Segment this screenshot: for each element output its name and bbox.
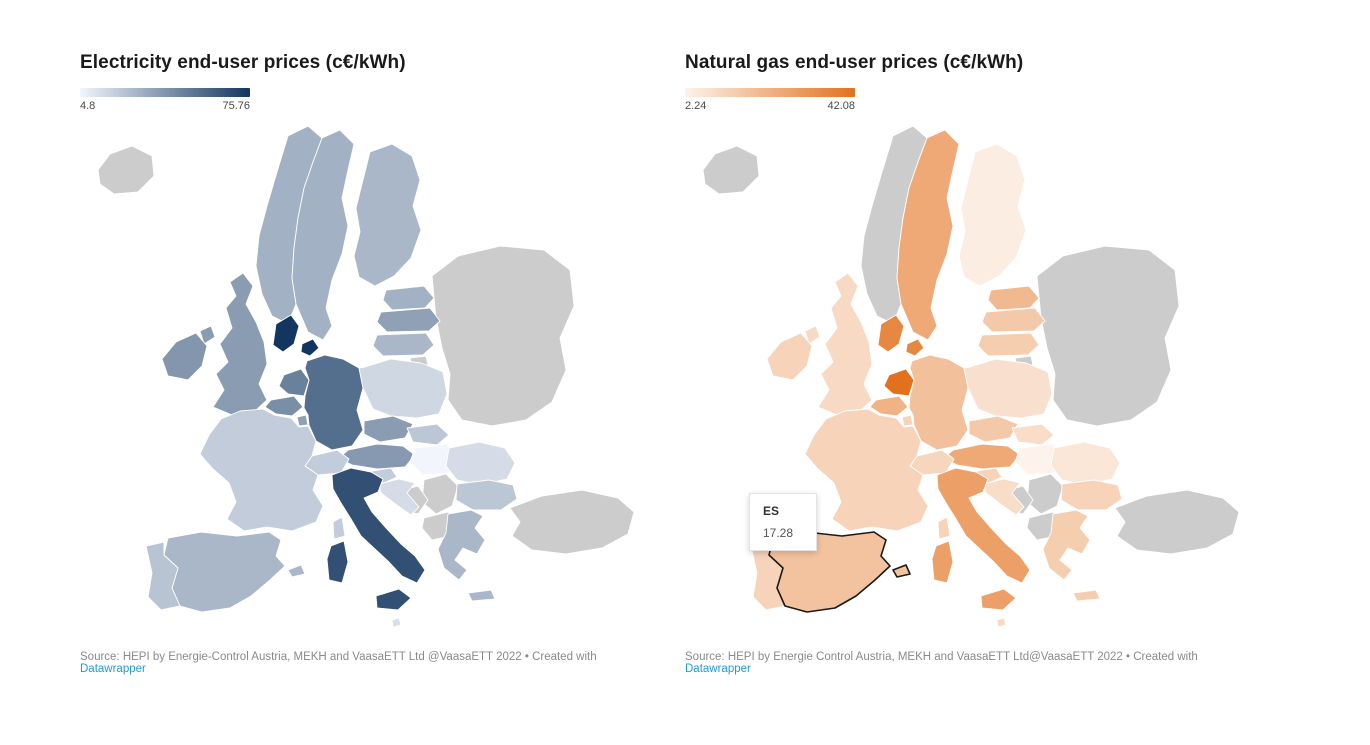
country-be[interactable] — [264, 395, 304, 417]
country-gb[interactable] — [199, 272, 268, 416]
country-mt[interactable] — [391, 617, 402, 628]
gas-map-panel: Natural gas end-user prices (c€/kWh) 2.2… — [685, 52, 1245, 745]
country-ie[interactable] — [161, 332, 208, 381]
country-lu[interactable] — [901, 414, 914, 427]
electricity-europe-map-svg — [97, 125, 635, 628]
country-nl[interactable] — [883, 368, 915, 397]
source-text: Source: HEPI by Energie Control Austria,… — [685, 651, 1198, 663]
country-mt[interactable] — [996, 617, 1007, 628]
electricity-chart-title: Electricity end-user prices (c€/kWh) — [80, 52, 406, 73]
legend-min-label: 2.24 — [685, 100, 707, 112]
country-es[interactable] — [163, 531, 306, 613]
country-tr[interactable] — [1114, 489, 1240, 555]
country-lv[interactable] — [376, 307, 441, 333]
country-lt[interactable] — [977, 332, 1040, 357]
country-dk[interactable] — [877, 314, 925, 357]
legend-max-label: 75.76 — [222, 100, 250, 112]
datawrapper-link[interactable]: Datawrapper — [685, 663, 751, 675]
tooltip-value: 17.28 — [763, 526, 794, 540]
country-fi[interactable] — [958, 143, 1027, 287]
country-lu[interactable] — [296, 414, 309, 427]
electricity-map — [80, 118, 640, 643]
country-rs[interactable] — [421, 473, 459, 515]
electricity-color-legend: 4.8 75.76 — [80, 88, 250, 112]
country-nl[interactable] — [278, 368, 310, 397]
map-tooltip: ES 17.28 — [749, 493, 817, 551]
country-gb[interactable] — [804, 272, 873, 416]
electricity-map-panel: Electricity end-user prices (c€/kWh) 4.8… — [80, 52, 640, 745]
country-se[interactable] — [291, 129, 355, 341]
country-ro[interactable] — [1050, 441, 1121, 486]
gas-color-legend: 2.24 42.08 — [685, 88, 855, 112]
country-es[interactable] — [768, 531, 911, 613]
legend-min-label: 4.8 — [80, 100, 96, 112]
gas-europe-map-svg — [702, 125, 1240, 628]
country-tr[interactable] — [509, 489, 635, 555]
country-fr[interactable] — [199, 408, 346, 540]
country-fr[interactable] — [804, 408, 951, 540]
country-pt[interactable] — [145, 541, 181, 611]
country-eastern_nodata[interactable] — [1036, 245, 1180, 427]
country-it[interactable] — [326, 467, 426, 611]
country-cz[interactable] — [363, 415, 414, 443]
country-at[interactable] — [943, 443, 1021, 470]
source-text: Source: HEPI by Energie-Control Austria,… — [80, 651, 597, 663]
electricity-legend-gradient-bar — [80, 88, 250, 97]
tooltip-country-code: ES — [763, 504, 780, 518]
country-bg[interactable] — [455, 479, 518, 511]
country-is[interactable] — [702, 145, 760, 195]
country-eastern_nodata[interactable] — [431, 245, 575, 427]
electricity-source-line: Source: HEPI by Energie-Control Austria,… — [80, 651, 640, 675]
country-ee[interactable] — [382, 285, 435, 311]
country-de[interactable] — [908, 354, 969, 451]
country-lt[interactable] — [372, 332, 435, 357]
datawrapper-link[interactable]: Datawrapper — [80, 663, 146, 675]
gas-map: ES 17.28 — [685, 118, 1245, 643]
country-cz[interactable] — [968, 415, 1019, 443]
country-bg[interactable] — [1060, 479, 1123, 511]
country-lv[interactable] — [981, 307, 1046, 333]
country-gr[interactable] — [1042, 509, 1101, 602]
country-ro[interactable] — [445, 441, 516, 486]
gas-chart-title: Natural gas end-user prices (c€/kWh) — [685, 52, 1024, 73]
country-pl[interactable] — [358, 358, 448, 419]
country-se[interactable] — [896, 129, 960, 341]
country-rs[interactable] — [1026, 473, 1064, 515]
gas-legend-labels: 2.24 42.08 — [685, 100, 855, 112]
country-sk[interactable] — [1011, 423, 1055, 446]
country-de[interactable] — [303, 354, 364, 451]
country-is[interactable] — [97, 145, 155, 195]
country-gr[interactable] — [437, 509, 496, 602]
country-at[interactable] — [338, 443, 416, 470]
country-sk[interactable] — [406, 423, 450, 446]
country-be[interactable] — [869, 395, 909, 417]
country-dk[interactable] — [272, 314, 320, 357]
country-it[interactable] — [931, 467, 1031, 611]
country-ee[interactable] — [987, 285, 1040, 311]
country-hr[interactable] — [983, 478, 1025, 516]
country-ie[interactable] — [766, 332, 813, 381]
electricity-legend-labels: 4.8 75.76 — [80, 100, 250, 112]
legend-max-label: 42.08 — [827, 100, 855, 112]
country-pl[interactable] — [963, 358, 1053, 419]
country-hr[interactable] — [378, 478, 420, 516]
gas-source-line: Source: HEPI by Energie Control Austria,… — [685, 651, 1245, 675]
gas-legend-gradient-bar — [685, 88, 855, 97]
country-fi[interactable] — [353, 143, 422, 287]
